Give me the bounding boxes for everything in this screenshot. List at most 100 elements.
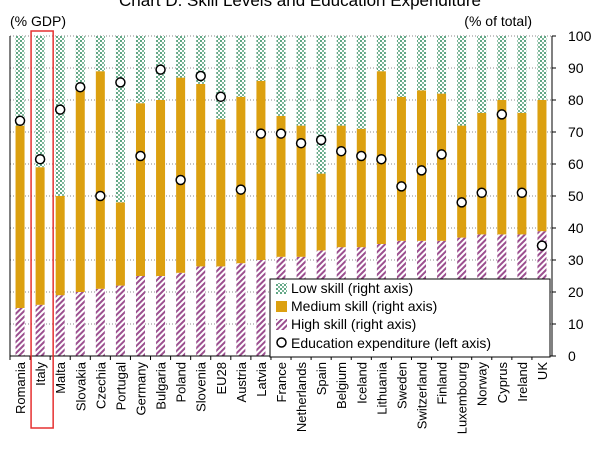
legend-label-high: High skill (right axis) [291,316,416,332]
x-tick-label: Slovenia [194,361,209,412]
x-tick-label: Portugal [113,362,128,411]
bar-medium-skill [296,125,306,257]
bar-low-skill [376,36,386,72]
expenditure-marker [235,184,247,195]
bar-low-skill [477,36,487,113]
bar-high-skill [156,276,166,356]
axes: 0 10 20 30 40 50 60 70 80 90 100 [9,28,592,364]
legend-swatch-low [276,283,287,294]
expenditure-marker [396,181,407,192]
bar-high-skill [95,288,105,356]
bar-medium-skill [55,196,65,296]
bar-low-skill [356,36,366,129]
x-tick-label: Sweden [394,362,409,409]
legend-label-medium: Medium skill (right axis) [291,298,437,314]
bar-medium-skill [517,112,527,235]
x-tick-label: Finland [435,362,450,405]
bar-low-skill [336,36,346,126]
bar-medium-skill [276,116,286,257]
x-tick-label: Lithuania [374,361,389,415]
bar-medium-skill [437,93,447,241]
expenditure-marker [516,187,528,199]
expenditure-marker [14,115,26,127]
expenditure-marker [75,81,86,93]
bar-low-skill [517,36,527,113]
expenditure-marker [496,109,508,120]
bar-medium-skill [135,103,145,276]
legend-swatch-medium [276,301,287,312]
bar-medium-skill [256,80,266,260]
x-tick-label: Iceland [354,362,369,404]
bar-medium-skill [477,112,487,235]
right-tick-label: 80 [568,92,584,108]
bar-low-skill [417,36,427,91]
x-tick-label: Switzerland [415,362,430,429]
x-tick-label: Slovakia [73,361,88,411]
bar-medium-skill [216,119,226,267]
bar-low-skill [95,36,105,72]
legend-swatch-high [276,319,287,330]
x-tick-label: France [274,362,289,402]
bar-medium-skill [156,100,166,276]
right-tick-label: 20 [568,284,584,300]
legend-box [269,278,551,358]
x-tick-label: Czechia [93,361,108,409]
right-tick-label: 100 [568,28,592,44]
expenditure-marker [135,150,146,162]
bar-high-skill [176,272,186,356]
expenditure-marker [436,149,447,160]
expenditure-marker [416,165,427,176]
expenditure-marker [476,187,487,199]
italy-highlight-box [30,30,54,429]
bar-low-skill [75,36,85,91]
bar-medium-skill [236,96,246,264]
bar-low-skill [457,36,467,126]
bar-low-skill [135,36,145,104]
left-axis-label: (% GDP) [10,13,66,29]
bar-low-skill [196,36,206,84]
bar-medium-skill [356,128,366,248]
bar-low-skill [236,36,246,97]
expenditure-marker [255,128,267,139]
bar-medium-skill [497,100,507,235]
bar-medium-skill [537,100,547,232]
bar-low-skill [396,36,406,97]
bar-low-skill [216,36,226,120]
right-tick-label: 30 [568,252,584,268]
expenditure-marker [175,174,186,186]
bar-high-skill [75,292,85,356]
bar-high-skill [236,263,246,356]
x-tick-label: Malta [53,361,68,394]
right-axis-label: (% of total) [464,13,532,29]
right-tick-label: 70 [568,124,584,140]
x-tick-label: Germany [133,362,148,416]
bar-medium-skill [15,125,25,308]
expenditure-markers [14,64,548,251]
x-tick-label: Poland [174,362,189,402]
bar-medium-skill [35,167,45,305]
expenditure-marker [34,153,46,165]
bar-low-skill [256,36,266,81]
expenditure-marker [275,128,287,139]
bar-high-skill [256,260,266,356]
bar-low-skill [15,36,25,126]
x-tick-label: Netherlands [294,362,309,433]
bar-low-skill [55,36,65,196]
expenditure-marker [195,70,206,82]
right-tick-label: 50 [568,188,584,204]
bar-low-skill [437,36,447,94]
bar-medium-skill [75,90,85,293]
x-tick-label: EU28 [214,362,229,395]
x-tick-label: Romania [13,361,28,414]
expenditure-marker [155,64,166,75]
expenditure-marker [456,197,467,208]
right-tick-label: 40 [568,220,584,236]
bar-high-skill [135,276,145,356]
x-tick-label: Austria [234,361,249,402]
bar-low-skill [537,36,547,100]
bar-medium-skill [196,84,206,267]
x-tick-label: Luxembourg [455,362,470,434]
bar-high-skill [196,266,206,356]
bar-low-skill [497,36,507,100]
